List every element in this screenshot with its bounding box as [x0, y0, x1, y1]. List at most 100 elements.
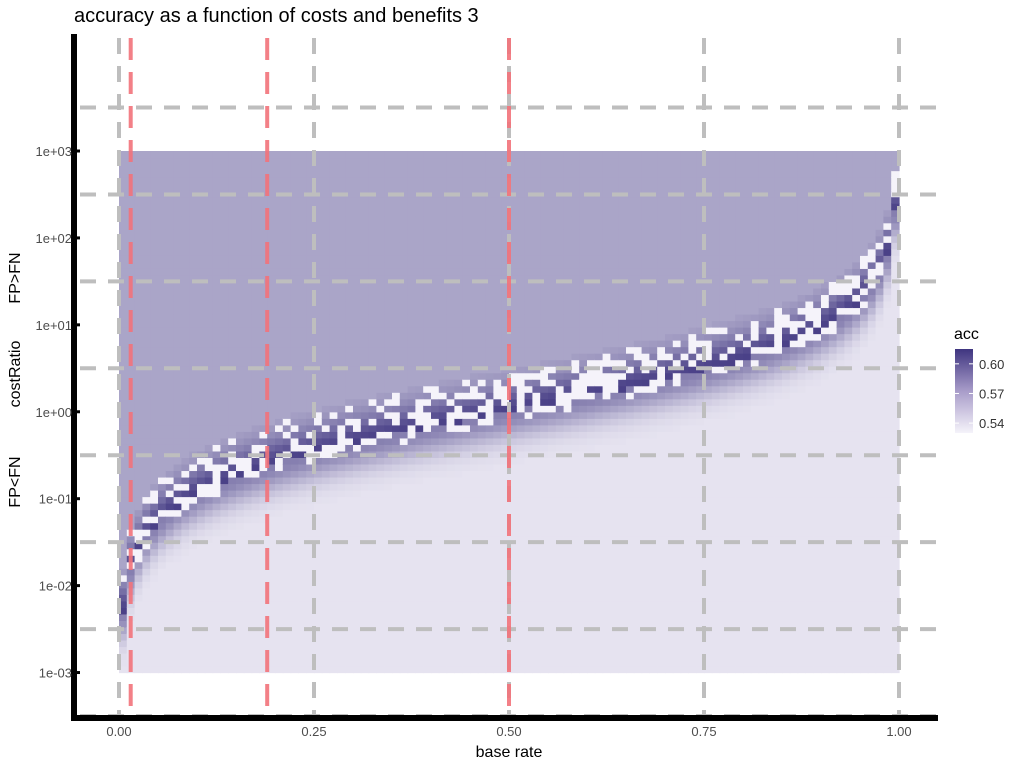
heatmap-cell	[376, 268, 385, 276]
heatmap-cell	[438, 516, 448, 524]
heatmap-cell	[212, 503, 221, 511]
heatmap-cell	[462, 190, 471, 198]
heatmap-cell	[142, 353, 151, 361]
heatmap-cell	[189, 561, 198, 569]
heatmap-cell	[594, 261, 604, 269]
heatmap-cell	[571, 405, 580, 413]
heatmap-cell	[360, 594, 370, 602]
heatmap-cell	[563, 652, 572, 661]
heatmap-cell	[470, 457, 479, 465]
heatmap-cell	[243, 548, 253, 556]
heatmap-cell	[189, 359, 198, 367]
heatmap-cell	[571, 177, 580, 185]
heatmap-cell	[392, 607, 401, 615]
heatmap-cell	[501, 483, 510, 491]
heatmap-cell	[134, 151, 143, 159]
heatmap-cell	[212, 320, 221, 328]
heatmap-cell	[243, 437, 253, 445]
heatmap-cell	[251, 457, 260, 465]
heatmap-cell	[165, 620, 175, 628]
heatmap-cell	[602, 659, 611, 667]
heatmap-cell	[314, 313, 323, 322]
heatmap-cell	[376, 405, 385, 413]
heatmap-cell	[298, 366, 307, 374]
heatmap-cell	[493, 268, 502, 276]
heatmap-cell	[353, 157, 362, 165]
heatmap-cell	[493, 164, 502, 172]
heatmap-cell	[579, 483, 588, 491]
heatmap-cell	[220, 294, 229, 302]
heatmap-cell	[516, 411, 526, 419]
heatmap-cell	[212, 157, 221, 165]
heatmap-cell	[150, 463, 159, 472]
heatmap-cell	[501, 346, 510, 354]
heatmap-cell	[314, 659, 323, 667]
heatmap-cell	[142, 235, 151, 243]
heatmap-cell	[438, 594, 448, 602]
heatmap-cell	[368, 164, 377, 172]
heatmap-cell	[493, 359, 502, 367]
heatmap-cell	[353, 327, 362, 335]
heatmap-cell	[516, 300, 526, 309]
heatmap-cell	[173, 229, 182, 237]
heatmap-cell	[165, 268, 175, 276]
heatmap-cell	[407, 509, 416, 517]
heatmap-cell	[212, 287, 221, 296]
heatmap-cell	[431, 359, 440, 367]
heatmap-cell	[392, 411, 401, 419]
heatmap-cell	[158, 490, 167, 498]
heatmap-cell	[594, 268, 604, 276]
heatmap-cell	[532, 424, 541, 432]
heatmap-cell	[376, 255, 385, 263]
heatmap-cell	[438, 607, 448, 615]
heatmap-cell	[532, 353, 541, 361]
heatmap-cell	[282, 542, 292, 550]
heatmap-cell	[501, 509, 510, 517]
heatmap-cell	[259, 268, 268, 276]
heatmap-cell	[563, 600, 572, 608]
heatmap-cell	[509, 529, 518, 537]
heatmap-cell	[212, 457, 221, 465]
heatmap-cell	[259, 574, 268, 582]
heatmap-cell	[165, 411, 175, 419]
heatmap-cell	[587, 203, 596, 211]
heatmap-cell	[438, 470, 448, 478]
heatmap-cell	[321, 633, 331, 641]
heatmap-cell	[555, 151, 565, 159]
heatmap-cell	[501, 307, 510, 315]
heatmap-cell	[587, 483, 596, 491]
heatmap-cell	[150, 594, 159, 602]
heatmap-cell	[376, 626, 385, 635]
heatmap-cell	[204, 170, 214, 178]
heatmap-cell	[189, 646, 198, 654]
heatmap-cell	[524, 587, 533, 595]
heatmap-cell	[407, 203, 416, 211]
heatmap-cell	[360, 411, 370, 419]
heatmap-cell	[165, 157, 175, 165]
heatmap-cell	[446, 248, 455, 256]
heatmap-cell	[275, 633, 284, 641]
heatmap-cell	[360, 666, 370, 674]
heatmap-cell	[345, 633, 354, 641]
heatmap-cell	[212, 405, 221, 413]
heatmap-cell	[189, 496, 198, 504]
heatmap-cell	[298, 639, 307, 648]
heatmap-cell	[360, 581, 370, 589]
heatmap-cell	[189, 476, 198, 485]
heatmap-cell	[329, 457, 338, 465]
heatmap-cell	[173, 535, 182, 543]
heatmap-cell	[423, 385, 432, 393]
heatmap-cell	[251, 235, 260, 243]
heatmap-cell	[477, 274, 487, 282]
heatmap-cell	[197, 255, 206, 263]
heatmap-cell	[329, 248, 338, 256]
heatmap-cell	[446, 398, 455, 406]
heatmap-cell	[477, 633, 487, 641]
heatmap-cell	[251, 216, 260, 224]
heatmap-cell	[438, 529, 448, 537]
heatmap-cell	[548, 392, 557, 400]
heatmap-cell	[150, 379, 159, 387]
heatmap-cell	[462, 496, 471, 504]
heatmap-cell	[259, 379, 268, 387]
heatmap-cell	[282, 561, 292, 569]
